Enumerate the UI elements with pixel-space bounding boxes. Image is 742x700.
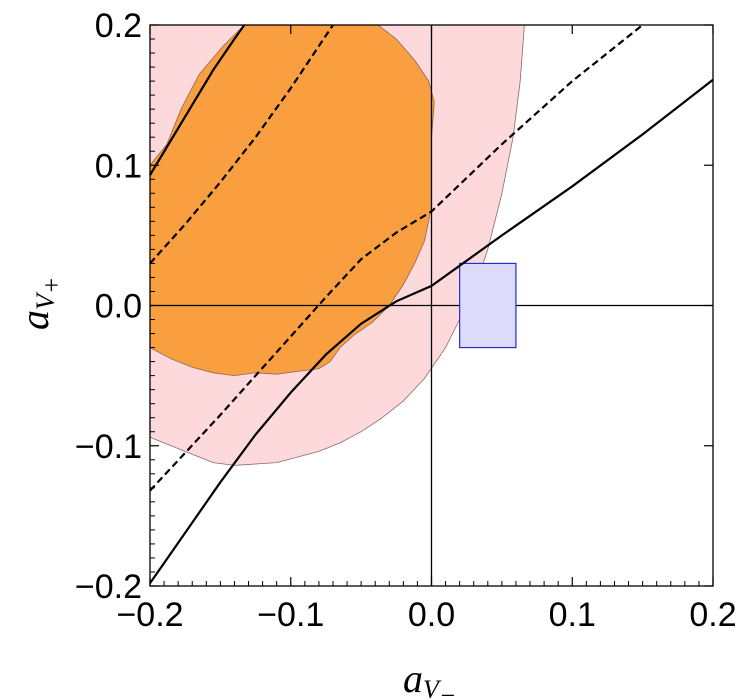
y-tick-label: 0.2	[95, 7, 142, 45]
inner-region	[149, 24, 435, 377]
solid-upper-line	[149, 24, 246, 176]
y-tick-label: −0.2	[75, 568, 142, 606]
x-axis-label: aV−	[403, 656, 456, 700]
regions-layer	[149, 24, 525, 466]
dashed-lower-line	[149, 24, 644, 492]
x-tick-label: −0.1	[257, 596, 324, 634]
allowed-rectangle	[459, 262, 517, 349]
dashed-upper-line	[149, 24, 334, 265]
x-tick-label: 0.1	[549, 596, 596, 634]
ticks-layer: −0.2 −0.1 0.0 0.1 0.2 −0.2 −0.1 0.0 0.1 0.2	[75, 7, 737, 634]
y-tick-label: −0.1	[75, 428, 142, 466]
y-tick-label: 0.1	[95, 147, 142, 185]
y-tick-label: 0.0	[95, 288, 142, 326]
solid-lower-line	[149, 78, 714, 584]
x-tick-label: 0.0	[408, 596, 455, 634]
zero-lines	[150, 25, 713, 586]
x-tick-label: 0.2	[689, 596, 736, 634]
lines-layer	[149, 24, 714, 584]
y-axis-label: aV+	[12, 277, 66, 330]
x-tick-label: −0.2	[116, 596, 183, 634]
